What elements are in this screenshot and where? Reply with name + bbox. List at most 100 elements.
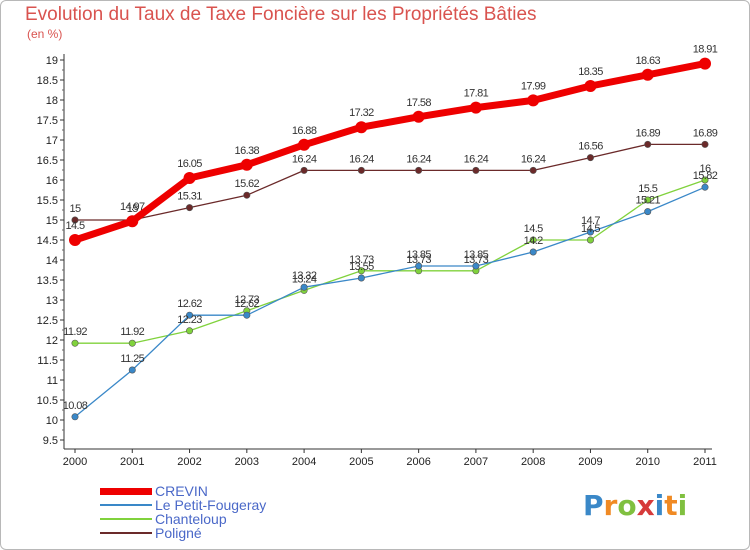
x-tick-label: 2008	[521, 456, 545, 468]
x-tick-label: 2006	[406, 456, 430, 468]
data-label-chanteloup: 12.23	[177, 314, 202, 326]
series-line-chanteloup	[75, 179, 706, 344]
data-label-crevin: 18.91	[693, 44, 718, 56]
data-point-poligne	[357, 166, 365, 174]
data-label-chanteloup: 13.24	[292, 273, 317, 285]
logo-letter: t	[664, 489, 678, 522]
data-label-crevin: 14.5	[65, 220, 84, 232]
data-point-crevin	[69, 234, 81, 246]
data-label-chanteloup: 16	[699, 163, 711, 175]
logo-letter: i	[677, 489, 688, 522]
chart-subtitle: (en %)	[27, 27, 63, 41]
x-tick-label: 2004	[292, 456, 316, 468]
data-label-le-petit-fougeray: 12.62	[177, 298, 202, 310]
data-label-chanteloup: 11.92	[120, 326, 144, 338]
data-label-poligne: 16.24	[464, 153, 489, 165]
x-tick-label: 2000	[63, 456, 87, 468]
legend-swatch	[100, 532, 152, 534]
data-point-chanteloup	[186, 327, 194, 335]
y-tick-label: 17.5	[37, 115, 58, 127]
y-tick-label: 19	[46, 55, 58, 67]
data-label-chanteloup: 13.73	[406, 254, 431, 266]
data-point-le-petit-fougeray	[357, 274, 365, 282]
x-tick-label: 2011	[693, 456, 717, 468]
series-line-crevin	[73, 60, 706, 244]
data-point-poligne	[472, 166, 480, 174]
x-tick-label: 2001	[120, 456, 144, 468]
data-label-le-petit-fougeray: 13.85	[406, 249, 431, 261]
data-label-crevin: 17.32	[349, 107, 374, 119]
y-tick-label: 18.5	[37, 75, 58, 87]
data-point-poligne	[186, 204, 194, 212]
y-tick-label: 17	[46, 135, 58, 147]
data-point-le-petit-fougeray	[586, 228, 594, 236]
data-point-poligne	[415, 166, 423, 174]
data-point-poligne	[71, 216, 79, 224]
x-tick-label: 2002	[177, 456, 201, 468]
data-label-poligne: 16.24	[406, 153, 431, 165]
proxiti-logo: Proxiti	[583, 489, 687, 522]
data-point-poligne	[701, 140, 709, 148]
data-point-chanteloup	[128, 339, 136, 347]
data-point-crevin	[126, 215, 139, 228]
y-tick-label: 16	[46, 175, 58, 187]
data-point-le-petit-fougeray	[128, 366, 136, 374]
x-tick-label: 2010	[635, 456, 659, 468]
data-point-chanteloup	[529, 236, 537, 244]
data-point-poligne	[644, 140, 652, 148]
data-label-poligne: 15	[127, 203, 139, 215]
legend-swatch	[100, 518, 152, 520]
data-label-crevin: 18.35	[578, 66, 603, 78]
data-label-crevin: 16.38	[235, 145, 260, 157]
data-label-le-petit-fougeray: 15.21	[635, 195, 660, 207]
data-label-crevin: 17.99	[521, 80, 546, 92]
series-line-le-petit-fougeray	[74, 186, 706, 418]
data-label-crevin: 14.97	[120, 201, 145, 213]
data-point-le-petit-fougeray	[701, 183, 709, 191]
logo-letter: x	[636, 489, 655, 522]
data-point-crevin	[183, 172, 196, 184]
x-tick-label: 2007	[464, 456, 488, 468]
data-label-crevin: 17.58	[406, 97, 431, 109]
y-tick-label: 12.5	[37, 315, 58, 327]
data-point-le-petit-fougeray	[300, 283, 308, 291]
chart-title: Evolution du Taux de Taxe Foncière sur l…	[25, 4, 537, 25]
data-point-chanteloup	[357, 267, 365, 275]
data-label-crevin: 18.63	[635, 55, 660, 67]
legend-label: Poligné	[155, 525, 202, 541]
y-tick-label: 11	[47, 375, 58, 387]
data-label-le-petit-fougeray: 15.82	[693, 170, 718, 182]
data-label-le-petit-fougeray: 13.32	[292, 270, 317, 282]
y-tick-label: 15	[46, 215, 58, 227]
data-point-crevin	[469, 101, 482, 114]
data-point-le-petit-fougeray	[415, 262, 423, 270]
data-label-chanteloup: 11.92	[63, 326, 87, 338]
data-point-crevin	[699, 57, 711, 70]
data-label-crevin: 16.88	[292, 125, 317, 137]
data-label-le-petit-fougeray: 13.85	[464, 249, 489, 261]
data-label-chanteloup: 13.73	[464, 254, 489, 266]
data-point-crevin	[240, 158, 253, 171]
y-tick-label: 12	[46, 335, 58, 347]
y-tick-label: 14	[46, 255, 58, 267]
data-label-crevin: 16.05	[177, 158, 202, 170]
y-tick-label: 10	[46, 415, 58, 427]
data-label-poligne: 16.24	[521, 153, 546, 165]
logo-letter: i	[654, 489, 665, 522]
logo-letter: P	[583, 489, 604, 522]
data-point-le-petit-fougeray	[71, 413, 79, 421]
y-tick-label: 11.5	[37, 355, 58, 367]
data-label-le-petit-fougeray: 14.2	[524, 235, 543, 247]
logo-letter: o	[617, 489, 637, 522]
legend-label: CREVIN	[155, 483, 208, 499]
data-label-poligne: 16.56	[578, 141, 603, 153]
data-point-poligne	[243, 191, 251, 199]
data-label-crevin: 17.81	[464, 88, 489, 100]
x-tick-label: 2005	[349, 456, 373, 468]
data-point-chanteloup	[71, 339, 79, 347]
data-point-chanteloup	[701, 176, 709, 184]
data-label-le-petit-fougeray: 11.25	[120, 353, 144, 365]
legend-label: Le Petit-Fougeray	[155, 497, 267, 513]
data-point-poligne	[529, 166, 537, 174]
y-tick-label: 15.5	[37, 195, 58, 207]
